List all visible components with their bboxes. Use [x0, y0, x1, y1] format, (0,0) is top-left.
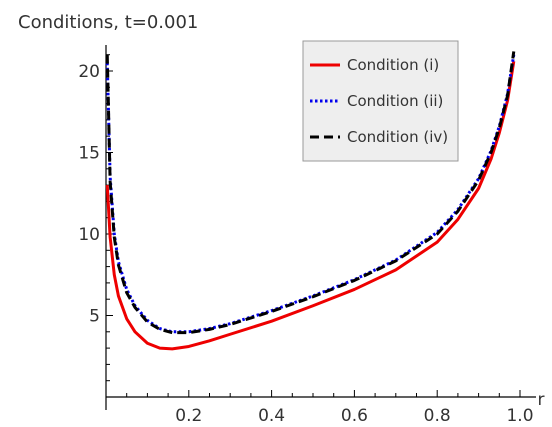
y-tick-label: 5: [89, 307, 100, 327]
x-tick-label: 0.2: [175, 406, 202, 426]
y-tick-label: 20: [78, 62, 100, 82]
y-tick-label: 15: [78, 144, 100, 164]
x-tick-label: 0.4: [258, 406, 285, 426]
legend-label: Condition (i): [347, 56, 439, 74]
series-line: [105, 54, 516, 334]
legend: Condition (i) Condition (ii) Condition (iv…: [302, 40, 459, 162]
axes: 0.2 0.4 0.6 0.8 1.0 5 10 15 20 r: [78, 45, 545, 426]
x-axis-label: r: [538, 390, 545, 410]
y-tick-label: 10: [78, 225, 100, 245]
series-layer: [105, 51, 516, 351]
series-line: [105, 51, 516, 335]
legend-box: [302, 40, 459, 162]
x-tick-label: 0.8: [424, 406, 451, 426]
legend-label: Condition (iv): [347, 128, 448, 146]
x-tick-label: 0.6: [341, 406, 368, 426]
legend-label: Condition (ii): [347, 92, 443, 110]
series-line: [105, 60, 516, 351]
x-tick-label: 1.0: [506, 406, 533, 426]
chart-title: Conditions, t=0.001: [18, 12, 198, 33]
